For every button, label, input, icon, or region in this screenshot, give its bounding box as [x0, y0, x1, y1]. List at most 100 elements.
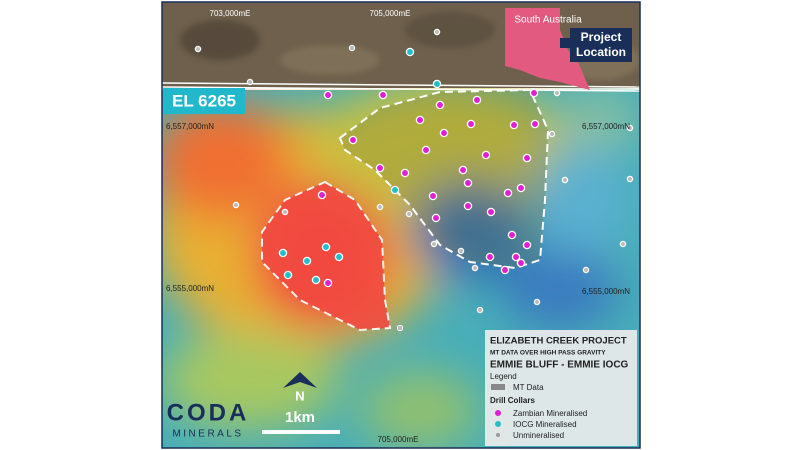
drill-collar — [507, 230, 517, 240]
scale-label: 1km — [285, 409, 315, 426]
drill-collar — [321, 242, 331, 252]
drill-collar — [435, 100, 445, 110]
legend-dot — [495, 421, 501, 427]
drill-collar — [415, 115, 425, 125]
drill-collar — [516, 258, 526, 268]
legend-dot — [496, 433, 500, 437]
grid-label: 6,557,000mN — [166, 122, 214, 131]
drill-collar — [458, 165, 468, 175]
drill-collar — [511, 252, 521, 262]
drill-collar — [323, 90, 333, 100]
drill-collar — [619, 240, 627, 248]
drill-collar — [421, 145, 431, 155]
drill-collar — [486, 207, 496, 217]
drill-collar — [376, 203, 384, 211]
drill-collar — [481, 150, 491, 160]
drill-collar — [432, 79, 442, 89]
grid-label: 6,555,000mN — [582, 287, 630, 296]
drill-collar — [431, 213, 441, 223]
drill-collar — [378, 90, 388, 100]
drill-collar — [466, 119, 476, 129]
drill-collar — [302, 256, 312, 266]
drill-collar — [428, 191, 438, 201]
grid-label: 6,557,000mN — [582, 122, 630, 131]
drill-collar — [533, 298, 541, 306]
drill-collar — [463, 178, 473, 188]
scale-bar — [262, 430, 340, 434]
drill-collar — [529, 88, 539, 98]
map-area — [162, 2, 640, 448]
drill-collar — [396, 324, 404, 332]
drill-collar — [311, 275, 321, 285]
map-frame — [161, 1, 641, 449]
legend-collars: Drill Collars — [490, 396, 535, 405]
drill-collar — [509, 120, 519, 130]
drill-collar — [317, 190, 327, 200]
drill-collar — [457, 247, 465, 255]
drill-collar — [522, 240, 532, 250]
drill-collar — [476, 306, 484, 314]
tenement-label: EL 6265 — [172, 91, 236, 110]
legend-mt: MT Data — [513, 383, 544, 392]
grid-label: 703,000mE — [210, 9, 251, 18]
drill-collar — [283, 270, 293, 280]
legend-subtitle: MT DATA OVER HIGH PASS GRAVITY — [490, 350, 606, 357]
inset-region: South Australia — [514, 15, 582, 26]
drill-collar — [582, 266, 590, 274]
drill-collar — [405, 47, 415, 57]
legend-item: Zambian Mineralised — [513, 409, 587, 418]
drill-collar — [400, 168, 410, 178]
drill-collar — [348, 135, 358, 145]
legend-item: Unmineralised — [513, 431, 564, 440]
drill-collar — [626, 124, 634, 132]
drill-collar — [561, 176, 569, 184]
drill-collar — [485, 252, 495, 262]
inset-box — [570, 28, 632, 62]
drill-collar — [471, 264, 479, 272]
legend-title: Legend — [490, 372, 517, 381]
drill-collar — [522, 153, 532, 163]
logo-sub: MINERALS — [172, 429, 243, 440]
legend-project: ELIZABETH CREEK PROJECT — [490, 336, 627, 347]
drill-collar — [246, 78, 254, 86]
drill-collar — [390, 185, 400, 195]
legend-box — [485, 330, 637, 446]
inset-label: Project Location — [576, 30, 626, 59]
drill-collar — [626, 175, 634, 183]
tenement-box — [163, 88, 245, 114]
drill-collar — [500, 265, 510, 275]
north-label: N — [295, 388, 304, 403]
legend-heading: EMMIE BLUFF - EMMIE IOCG — [490, 360, 629, 371]
drill-collar — [439, 128, 449, 138]
grid-label: 6,555,000mN — [166, 284, 214, 293]
legend-mt-swatch — [491, 384, 505, 390]
drill-collar — [348, 44, 356, 52]
drill-collar — [548, 130, 556, 138]
drill-collar — [281, 208, 289, 216]
drill-collar — [278, 248, 288, 258]
grid-label: 705,000mE — [370, 9, 411, 18]
drill-collar — [405, 210, 413, 218]
drill-collar — [463, 201, 473, 211]
north-arrow — [283, 372, 317, 388]
drill-collar — [430, 240, 438, 248]
legend-dot — [495, 410, 501, 416]
inset-state — [505, 8, 590, 90]
grid-label: 705,000mE — [378, 435, 419, 444]
drill-collar — [232, 201, 240, 209]
drill-collar — [334, 252, 344, 262]
inset-marker — [560, 38, 570, 48]
drill-collar — [194, 45, 202, 53]
drill-collar — [472, 95, 482, 105]
drill-collar — [553, 89, 561, 97]
logo-name: CODA — [167, 399, 250, 426]
drill-collar — [516, 183, 526, 193]
drill-collar — [375, 163, 385, 173]
drill-collar — [323, 278, 333, 288]
drill-collar — [530, 119, 540, 129]
legend-item: IOCG Mineralised — [513, 420, 577, 429]
drill-collar — [433, 28, 441, 36]
inset-label-wrap: Project Location — [576, 30, 626, 59]
drill-collar — [503, 188, 513, 198]
